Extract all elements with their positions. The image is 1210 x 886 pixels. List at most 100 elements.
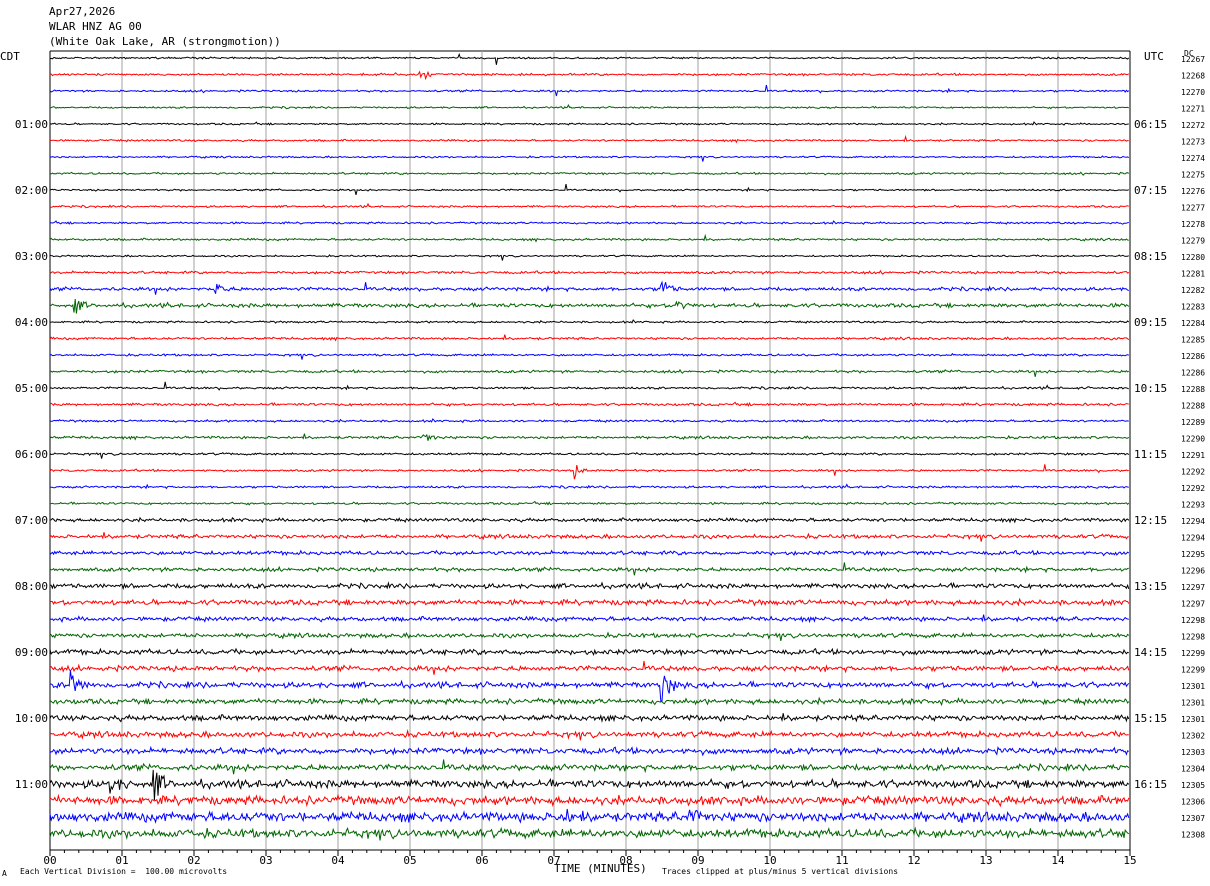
cdt-hour-label: 07:00 <box>15 514 48 527</box>
seismic-trace <box>49 647 1129 657</box>
cdt-hour-label: 03:00 <box>15 250 48 263</box>
dc-offset-label: 12289 <box>1181 418 1205 427</box>
seismic-trace <box>49 483 1129 490</box>
cdt-hour-label: 01:00 <box>15 118 48 131</box>
seismic-trace <box>49 171 1130 176</box>
seismic-trace <box>49 280 1129 295</box>
seismic-trace <box>49 549 1130 557</box>
seismic-trace <box>49 745 1130 757</box>
seismic-trace <box>49 729 1129 741</box>
seismic-trace <box>49 299 1130 314</box>
x-tick-label: 09 <box>691 854 704 867</box>
dc-offset-label: 12301 <box>1181 715 1205 724</box>
dc-offset-label: 12281 <box>1181 270 1205 279</box>
seismic-trace <box>49 433 1130 441</box>
x-tick-label: 03 <box>259 854 272 867</box>
seismic-trace <box>49 516 1130 524</box>
utc-hour-label: 08:15 <box>1134 250 1167 263</box>
seismic-trace <box>49 52 1130 65</box>
seismic-trace <box>49 70 1130 81</box>
seismic-trace <box>49 352 1130 360</box>
dc-offset-label: 12283 <box>1181 303 1205 312</box>
dc-offset-label: 12282 <box>1181 286 1205 295</box>
utc-hour-label: 09:15 <box>1134 316 1167 329</box>
x-axis-title: TIME (MINUTES) <box>554 862 647 875</box>
seismic-trace <box>49 451 1130 459</box>
dc-offset-label: 12276 <box>1181 187 1205 196</box>
corner-mark: A <box>2 869 7 878</box>
x-tick-label: 00 <box>43 854 56 867</box>
dc-offset-label: 12268 <box>1181 72 1205 81</box>
dc-offset-label: 12294 <box>1181 534 1205 543</box>
dc-offset-label: 12299 <box>1181 649 1205 658</box>
seismic-trace <box>49 233 1129 243</box>
dc-offset-label: 12298 <box>1181 616 1205 625</box>
station-code: WLAR HNZ AG 00 <box>49 20 142 33</box>
x-tick-label: 07 <box>547 854 560 867</box>
dc-offset-header: DC <box>1184 49 1194 58</box>
cdt-hour-label: 02:00 <box>15 184 48 197</box>
x-tick-label: 12 <box>907 854 920 867</box>
seismic-trace <box>49 254 1129 261</box>
x-tick-label: 10 <box>763 854 776 867</box>
seismic-trace <box>49 793 1130 808</box>
dc-offset-label: 12292 <box>1181 468 1205 477</box>
seismic-trace <box>49 319 1130 324</box>
dc-offset-label: 12272 <box>1181 121 1205 130</box>
dc-offset-label: 12306 <box>1181 798 1205 807</box>
seismic-trace <box>49 597 1130 607</box>
utc-hour-label: 11:15 <box>1134 448 1167 461</box>
clip-note: Traces clipped at plus/minus 5 vertical … <box>662 867 899 876</box>
seismic-trace <box>49 769 1130 801</box>
x-tick-label: 14 <box>1051 854 1065 867</box>
cdt-hour-label: 10:00 <box>15 712 48 725</box>
dc-offset-label: 12307 <box>1181 814 1205 823</box>
seismic-trace <box>49 759 1130 775</box>
cdt-hour-label: 11:00 <box>15 778 48 791</box>
seismic-trace <box>49 631 1130 642</box>
dc-offset-label: 12305 <box>1181 781 1205 790</box>
seismic-trace <box>49 184 1129 196</box>
dc-offset-label: 12290 <box>1181 435 1205 444</box>
x-tick-label: 05 <box>403 854 416 867</box>
dc-offset-label: 12293 <box>1181 501 1205 510</box>
seismic-trace <box>49 713 1130 723</box>
utc-hour-label: 12:15 <box>1134 514 1167 527</box>
seismic-trace <box>49 808 1130 824</box>
x-tick-label: 06 <box>475 854 488 867</box>
seismic-trace <box>49 464 1129 480</box>
cdt-hour-label: 04:00 <box>15 316 48 329</box>
dc-offset-label: 12296 <box>1181 567 1205 576</box>
dc-offset-label: 12274 <box>1181 154 1205 163</box>
seismic-trace <box>49 562 1129 576</box>
dc-offset-label: 12280 <box>1181 253 1205 262</box>
dc-offset-label: 12278 <box>1181 220 1205 229</box>
seismic-trace <box>49 269 1130 276</box>
seismic-trace <box>49 614 1129 624</box>
dc-offset-label: 12273 <box>1181 138 1205 147</box>
cdt-hour-label: 05:00 <box>15 382 48 395</box>
plot-date: Apr27,2026 <box>49 5 116 18</box>
utc-hour-label: 16:15 <box>1134 778 1167 791</box>
utc-hour-label: 15:15 <box>1134 712 1167 725</box>
seismic-trace <box>49 532 1129 542</box>
seismic-trace <box>49 500 1130 506</box>
dc-offset-label: 12304 <box>1181 765 1205 774</box>
dc-offset-label: 12275 <box>1181 171 1205 180</box>
dc-offset-label: 12303 <box>1181 748 1205 757</box>
scale-note: Each Vertical Division = 100.00 microvol… <box>20 867 228 876</box>
seismic-trace <box>49 670 1130 702</box>
dc-offset-label: 12267 <box>1181 55 1205 64</box>
left-timezone-label: CDT <box>0 50 20 63</box>
x-tick-label: 04 <box>331 854 345 867</box>
seismic-trace <box>50 368 1130 377</box>
seismic-trace <box>49 660 1130 675</box>
utc-hour-label: 14:15 <box>1134 646 1167 659</box>
utc-hour-label: 13:15 <box>1134 580 1167 593</box>
seismic-trace <box>49 696 1130 707</box>
dc-offset-label: 12291 <box>1181 451 1205 460</box>
dc-offset-label: 12301 <box>1181 682 1205 691</box>
dc-offset-label: 12288 <box>1181 385 1205 394</box>
dc-offset-label: 12297 <box>1181 583 1205 592</box>
dc-offset-label: 12286 <box>1181 369 1205 378</box>
